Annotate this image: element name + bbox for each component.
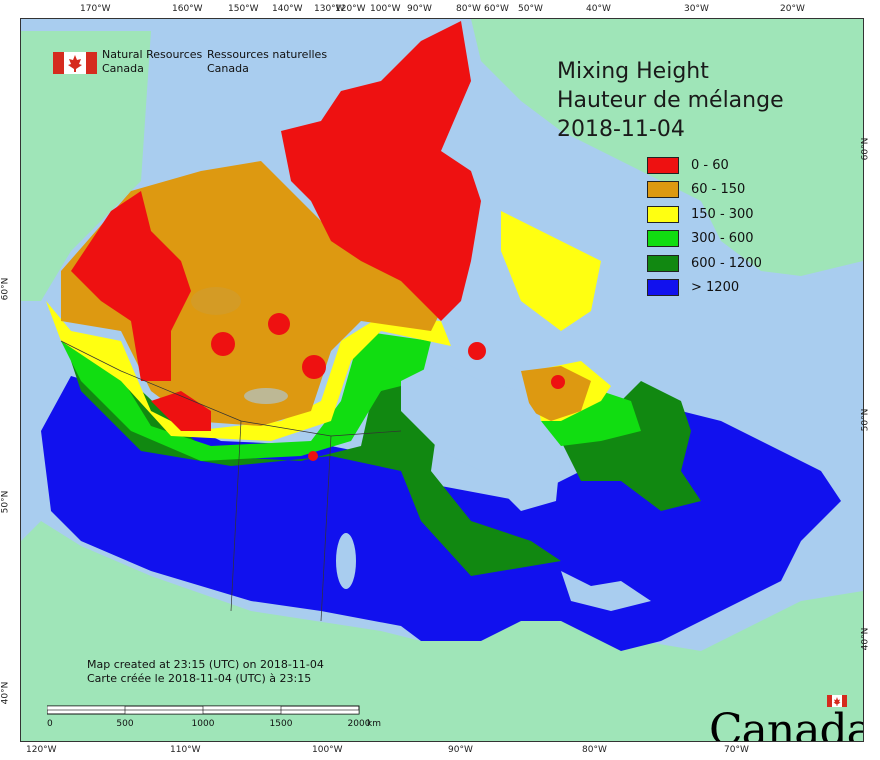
graticule-label: 50°W xyxy=(518,4,543,14)
graticule-label: 120°W xyxy=(26,745,57,755)
legend-item: 60 - 150 xyxy=(647,178,762,203)
great-lakes xyxy=(561,571,651,611)
legend-swatch xyxy=(647,279,679,297)
graticule-label: 70°W xyxy=(724,745,749,755)
region-0-60-spot4 xyxy=(551,375,565,389)
boundary-lines-3 xyxy=(320,435,332,622)
agency-name-fr: Ressources naturelles Canada xyxy=(207,48,337,76)
legend-item: 150 - 300 xyxy=(647,202,762,227)
boundary-lines-2 xyxy=(230,420,242,612)
map-title: Mixing Height Hauteur de mélange 2018-11… xyxy=(557,57,784,144)
legend-swatch xyxy=(647,156,679,174)
lake-winnipeg xyxy=(336,533,356,589)
region-300-600-east xyxy=(541,391,641,446)
graticule-label: 40°N xyxy=(860,627,871,651)
legend-swatch xyxy=(647,254,679,272)
region-0-60-spot2 xyxy=(211,332,235,356)
created-en: Map created at 23:15 (UTC) on 2018-11-04 xyxy=(87,658,324,671)
agency-en-line2: Canada xyxy=(102,62,144,75)
legend-item: 300 - 600 xyxy=(647,227,762,252)
region-0-60-spot5 xyxy=(468,342,486,360)
legend-swatch xyxy=(647,205,679,223)
scale-label: 1000 xyxy=(192,719,215,729)
legend-label: 60 - 150 xyxy=(691,182,746,198)
graticule-label: 130°W xyxy=(314,4,345,14)
created-note: Map created at 23:15 (UTC) on 2018-11-04… xyxy=(87,658,324,686)
graticule-label: 80°W xyxy=(582,745,607,755)
legend-item: > 1200 xyxy=(647,276,762,301)
graticule-label: 60°N xyxy=(860,137,871,161)
graticule-label: 100°W xyxy=(312,745,343,755)
graticule-label: 30°W xyxy=(684,4,709,14)
agency-fr-line1: Ressources naturelles xyxy=(207,48,328,61)
graticule-label: 20°W xyxy=(780,4,805,14)
graticule-label: 50°N xyxy=(860,408,871,432)
great-bear-lake xyxy=(191,287,241,315)
legend-label: 150 - 300 xyxy=(691,206,754,222)
region-0-60-spot6 xyxy=(308,451,318,461)
legend-swatch xyxy=(647,230,679,248)
graticule-label: 140°W xyxy=(272,4,303,14)
wordmark-flag-icon xyxy=(827,695,847,707)
agency-name-en: Natural Resources Canada xyxy=(102,48,212,76)
legend-label: > 1200 xyxy=(691,280,740,296)
graticule-label: 40°W xyxy=(586,4,611,14)
great-slave-lake xyxy=(244,388,288,404)
graticule-label: 50°N xyxy=(0,490,11,514)
legend-item: 600 - 1200 xyxy=(647,251,762,276)
graticule-label: 80°W xyxy=(456,4,481,14)
graticule-label: 170°W xyxy=(80,4,111,14)
scale-unit: km xyxy=(367,719,381,729)
region-0-60-spot1 xyxy=(268,313,290,335)
map-frame: Natural Resources Canada Ressources natu… xyxy=(20,18,864,742)
canada-wordmark: Canada xyxy=(709,705,864,742)
region-0-60-west xyxy=(71,191,191,381)
title-en: Mixing Height xyxy=(557,59,709,84)
graticule-label: 60°N xyxy=(0,277,11,301)
graticule-label: 60°W xyxy=(484,4,509,14)
land-alaska xyxy=(21,31,151,301)
legend: 0 - 60 60 - 150 150 - 300 300 - 600 600 - 12… xyxy=(647,153,762,300)
region-300-600 xyxy=(61,331,431,461)
region-600-1200-east xyxy=(561,381,701,511)
title-fr: Hauteur de mélange xyxy=(557,88,784,113)
scale-label: 2000 xyxy=(348,719,371,729)
legend-label: 0 - 60 xyxy=(691,157,729,173)
title-date: 2018-11-04 xyxy=(557,117,685,142)
legend-swatch xyxy=(647,181,679,199)
graticule-label: 100°W xyxy=(370,4,401,14)
scale-label: 0 xyxy=(47,719,53,729)
graticule-label: 120°W xyxy=(335,4,366,14)
hudson-bay xyxy=(401,361,561,511)
scale-label: 1500 xyxy=(270,719,293,729)
agency-en-line1: Natural Resources xyxy=(102,48,203,61)
region-0-60-spot3 xyxy=(302,355,326,379)
graticule-label: 40°N xyxy=(0,681,11,705)
created-fr: Carte créée le 2018-11-04 (UTC) à 23:15 xyxy=(87,672,312,685)
canada-flag-icon xyxy=(53,52,97,74)
agency-fr-line2: Canada xyxy=(207,62,249,75)
graticule-label: 160°W xyxy=(172,4,203,14)
region-0-60-arctic xyxy=(281,21,481,321)
region-150-300-north xyxy=(501,211,601,331)
land-greenland xyxy=(471,19,863,276)
graticule-label: 90°W xyxy=(448,745,473,755)
graticule-label: 110°W xyxy=(170,745,201,755)
graticule-label: 90°W xyxy=(407,4,432,14)
region-0-60-south xyxy=(151,391,211,431)
legend-label: 300 - 600 xyxy=(691,231,754,247)
map-canvas xyxy=(21,19,863,741)
region-150-300 xyxy=(46,301,451,441)
legend-label: 600 - 1200 xyxy=(691,255,762,271)
scale-label: 500 xyxy=(116,719,133,729)
region-60-150-east xyxy=(521,366,591,421)
legend-item: 0 - 60 xyxy=(647,153,762,178)
graticule-label: 150°W xyxy=(228,4,259,14)
